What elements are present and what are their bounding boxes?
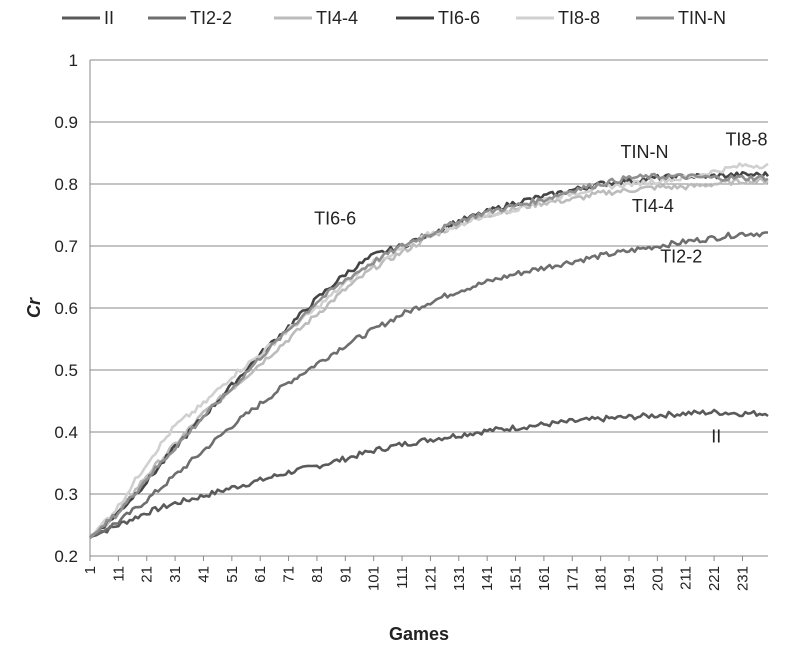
x-tick-label: 161 xyxy=(536,566,553,591)
x-tick-label: 111 xyxy=(394,566,411,589)
legend-label: TI2-2 xyxy=(190,8,232,28)
y-tick-label: 1 xyxy=(69,51,78,70)
x-tick-label: 181 xyxy=(593,566,610,591)
x-tick-label: 211 xyxy=(678,566,695,590)
series-annotation: TI4-4 xyxy=(632,196,674,216)
x-tick-label: 31 xyxy=(167,566,184,583)
x-tick-label: 221 xyxy=(706,566,723,591)
y-tick-label: 0.7 xyxy=(54,237,78,256)
series-annotation: II xyxy=(711,427,721,447)
x-tick-label: 1 xyxy=(82,566,99,574)
x-tick-label: 91 xyxy=(337,566,354,583)
series-annotation: TI2-2 xyxy=(660,247,702,267)
series-annotation: TI6-6 xyxy=(314,208,356,228)
series-line-ii xyxy=(89,408,769,539)
series-lines xyxy=(89,162,770,539)
x-tick-label: 41 xyxy=(195,566,212,583)
x-axis-label: Games xyxy=(389,624,449,644)
legend-label: TI4-4 xyxy=(316,8,358,28)
series-line-tin-n xyxy=(89,172,769,538)
series-line-ti8-8 xyxy=(89,162,769,539)
x-tick-label: 191 xyxy=(621,566,638,591)
x-tick-label: 61 xyxy=(252,566,269,583)
series-line-ti6-6 xyxy=(89,171,770,539)
x-tick-label: 21 xyxy=(139,566,156,583)
series-annotation: TIN-N xyxy=(620,142,668,162)
x-tick-label: 131 xyxy=(451,566,468,591)
legend: II TI2-2 TI4-4 TI6-6 TI8-8 TIN-N xyxy=(62,8,726,28)
y-tick-label: 0.4 xyxy=(54,423,78,442)
y-axis-label: Cr xyxy=(24,297,44,318)
y-tick-label: 0.9 xyxy=(54,113,78,132)
x-tick-label: 231 xyxy=(734,566,751,591)
series-line-ti2-2 xyxy=(89,231,768,539)
y-axis-ticks: 0.2 0.3 0.4 0.5 0.6 0.7 0.8 0.9 1 xyxy=(54,51,78,566)
legend-label: TI8-8 xyxy=(558,8,600,28)
series-annotation: TI8-8 xyxy=(725,130,767,150)
x-tick-label: 71 xyxy=(281,566,298,583)
x-axis-ticks: 1 11 21 31 41 51 61 71 81 91 101 111 121 131 141 151 161… xyxy=(82,556,751,591)
x-tick-label: 201 xyxy=(649,566,666,591)
legend-label: II xyxy=(104,8,114,28)
x-tick-label: 11 xyxy=(110,566,127,582)
annotations: TI6-6 TIN-N TI8-8 TI4-4 TI2-2 II xyxy=(314,130,767,447)
legend-label: TIN-N xyxy=(678,8,726,28)
x-tick-label: 121 xyxy=(422,566,439,591)
x-tick-label: 171 xyxy=(564,566,581,591)
legend-label: TI6-6 xyxy=(438,8,480,28)
x-tick-label: 151 xyxy=(508,566,525,591)
x-tick-label: 81 xyxy=(309,566,326,583)
y-tick-label: 0.3 xyxy=(54,485,78,504)
x-tick-label: 141 xyxy=(479,566,496,591)
y-tick-label: 0.2 xyxy=(54,547,78,566)
x-tick-label: 51 xyxy=(224,566,241,583)
y-tick-label: 0.8 xyxy=(54,175,78,194)
y-tick-label: 0.5 xyxy=(54,361,78,380)
x-tick-label: 101 xyxy=(366,566,383,591)
gridlines xyxy=(90,59,768,557)
y-tick-label: 0.6 xyxy=(54,299,78,318)
